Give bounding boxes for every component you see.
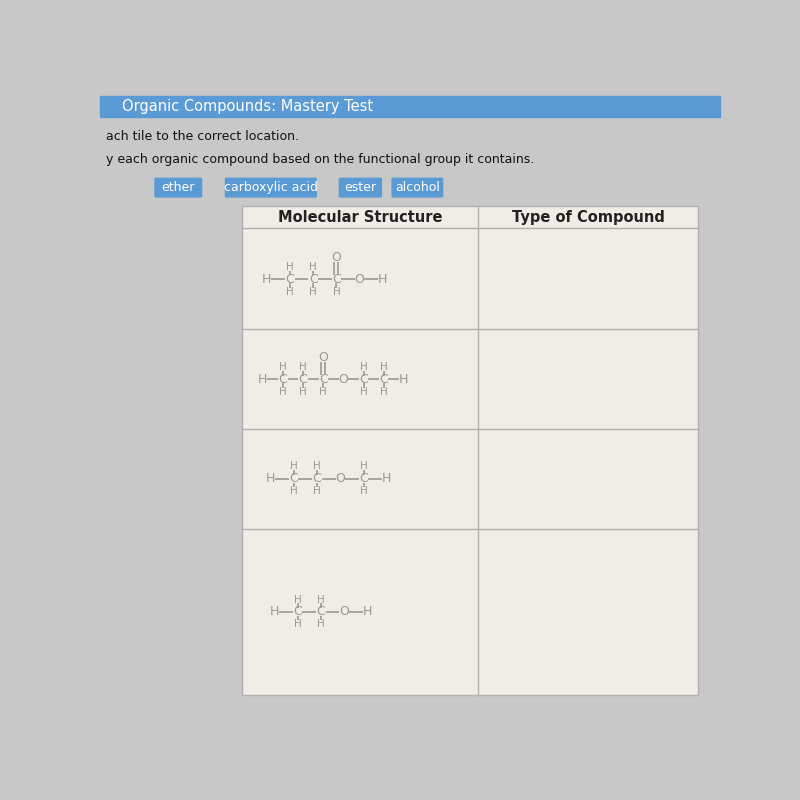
Text: H: H: [258, 373, 267, 386]
Text: H: H: [310, 262, 317, 272]
Text: H: H: [286, 286, 294, 297]
Text: ester: ester: [345, 181, 377, 194]
Text: H: H: [279, 362, 286, 372]
Text: H: H: [290, 462, 298, 471]
Text: H: H: [286, 262, 294, 272]
Text: H: H: [262, 273, 271, 286]
Bar: [242, 206, 698, 695]
Text: H: H: [299, 386, 307, 397]
Text: C: C: [359, 472, 368, 485]
Text: C: C: [278, 373, 287, 386]
Text: ach tile to the correct location.: ach tile to the correct location.: [106, 130, 299, 142]
Text: O: O: [339, 606, 349, 618]
Text: O: O: [331, 251, 342, 264]
Text: C: C: [317, 606, 326, 618]
Text: H: H: [270, 606, 279, 618]
Text: H: H: [378, 273, 387, 286]
Text: O: O: [338, 373, 348, 386]
Text: C: C: [332, 273, 341, 286]
Text: Type of Compound: Type of Compound: [512, 210, 665, 225]
Text: alcohol: alcohol: [395, 181, 440, 194]
FancyBboxPatch shape: [338, 178, 382, 198]
Text: C: C: [379, 373, 388, 386]
Text: H: H: [313, 462, 321, 471]
Text: C: C: [286, 273, 294, 286]
Text: C: C: [290, 472, 298, 485]
Text: H: H: [299, 362, 307, 372]
Text: Molecular Structure: Molecular Structure: [278, 210, 442, 225]
Text: H: H: [382, 472, 391, 485]
Text: H: H: [399, 373, 409, 386]
Text: O: O: [335, 472, 345, 485]
Text: C: C: [313, 472, 322, 485]
Text: carboxylic acid: carboxylic acid: [224, 181, 318, 194]
FancyBboxPatch shape: [225, 178, 317, 198]
Text: Organic Compounds: Mastery Test: Organic Compounds: Mastery Test: [122, 99, 373, 114]
Text: C: C: [309, 273, 318, 286]
Text: C: C: [319, 373, 327, 386]
Text: O: O: [318, 351, 328, 364]
Text: C: C: [298, 373, 307, 386]
Text: ether: ether: [162, 181, 195, 194]
Text: H: H: [333, 286, 340, 297]
Text: H: H: [294, 619, 302, 630]
Text: C: C: [359, 373, 368, 386]
Text: H: H: [313, 486, 321, 496]
Text: C: C: [294, 606, 302, 618]
Text: H: H: [317, 619, 325, 630]
Text: H: H: [290, 486, 298, 496]
Text: O: O: [354, 273, 365, 286]
Text: H: H: [294, 594, 302, 605]
Text: y each organic compound based on the functional group it contains.: y each organic compound based on the fun…: [106, 154, 534, 166]
Text: H: H: [380, 362, 387, 372]
Text: H: H: [310, 286, 317, 297]
Bar: [100, 96, 720, 117]
FancyBboxPatch shape: [154, 178, 202, 198]
Text: H: H: [360, 362, 367, 372]
FancyBboxPatch shape: [391, 178, 443, 198]
Text: H: H: [380, 386, 387, 397]
Text: H: H: [362, 606, 372, 618]
Text: H: H: [360, 486, 367, 496]
Text: H: H: [317, 594, 325, 605]
Text: H: H: [279, 386, 286, 397]
Text: H: H: [360, 462, 367, 471]
Text: H: H: [360, 386, 367, 397]
Text: H: H: [319, 386, 327, 397]
Text: H: H: [266, 472, 275, 485]
